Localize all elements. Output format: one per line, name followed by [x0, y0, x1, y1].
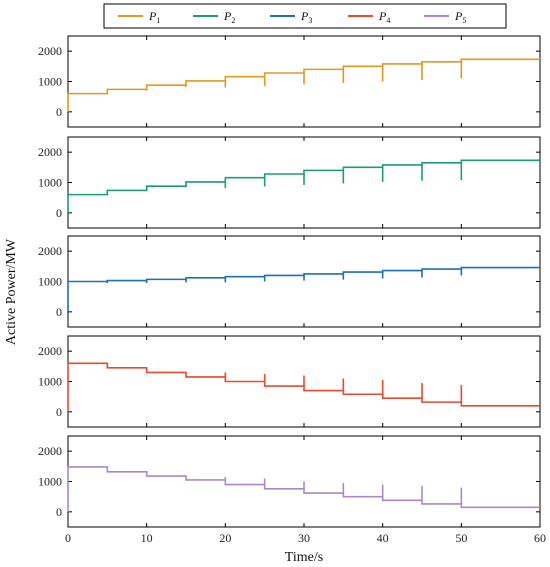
y-tick-label: 1000	[38, 176, 62, 190]
y-tick-label: 1000	[38, 375, 62, 389]
legend: P1 P2 P3 P4 P5	[103, 3, 507, 29]
y-tick-label: 0	[56, 105, 62, 119]
x-tick-label: 50	[455, 531, 467, 545]
y-tick-label: 2000	[38, 344, 62, 358]
panel-2: 0 1000 2000	[38, 136, 541, 229]
y-tick-label: 0	[56, 405, 62, 419]
y-tick-label: 2000	[38, 244, 62, 258]
y-tick-label: 0	[56, 305, 62, 319]
y-tick-label: 2000	[38, 44, 62, 58]
panel-frame	[67, 235, 541, 328]
series-line-3	[67, 266, 540, 312]
panel-5: 0 1000 2000 0 10 20 30 40 50 60	[38, 435, 546, 545]
series-line-1	[67, 58, 540, 112]
panel-4: 0 1000 2000	[38, 335, 541, 428]
x-axis-label: Time/s	[285, 550, 323, 565]
y-tick-label: 1000	[38, 475, 62, 489]
x-tick-label: 40	[377, 531, 389, 545]
y-tick-label: 1000	[38, 275, 62, 289]
series-line-5	[67, 466, 540, 512]
y-tick-label: 2000	[38, 145, 62, 159]
y-tick-label: 2000	[38, 444, 62, 458]
y-tick-label: 0	[56, 206, 62, 220]
y-tick-label: 0	[56, 505, 62, 519]
x-tick-label: 0	[65, 531, 71, 545]
x-tick-label: 10	[141, 531, 153, 545]
series-line-4	[67, 362, 540, 412]
panel-3: 0 1000 2000	[38, 235, 541, 328]
x-tick-label: 30	[298, 531, 310, 545]
panel-1: 0 1000 2000	[38, 35, 541, 128]
y-tick-label: 1000	[38, 75, 62, 89]
panels: 0100020000100020000100020000100020000100…	[38, 35, 546, 545]
x-tick-label: 20	[219, 531, 231, 545]
y-axis-label: Active Power/MW	[4, 238, 19, 345]
x-tick-label: 60	[534, 531, 546, 545]
series-line-2	[67, 159, 540, 213]
